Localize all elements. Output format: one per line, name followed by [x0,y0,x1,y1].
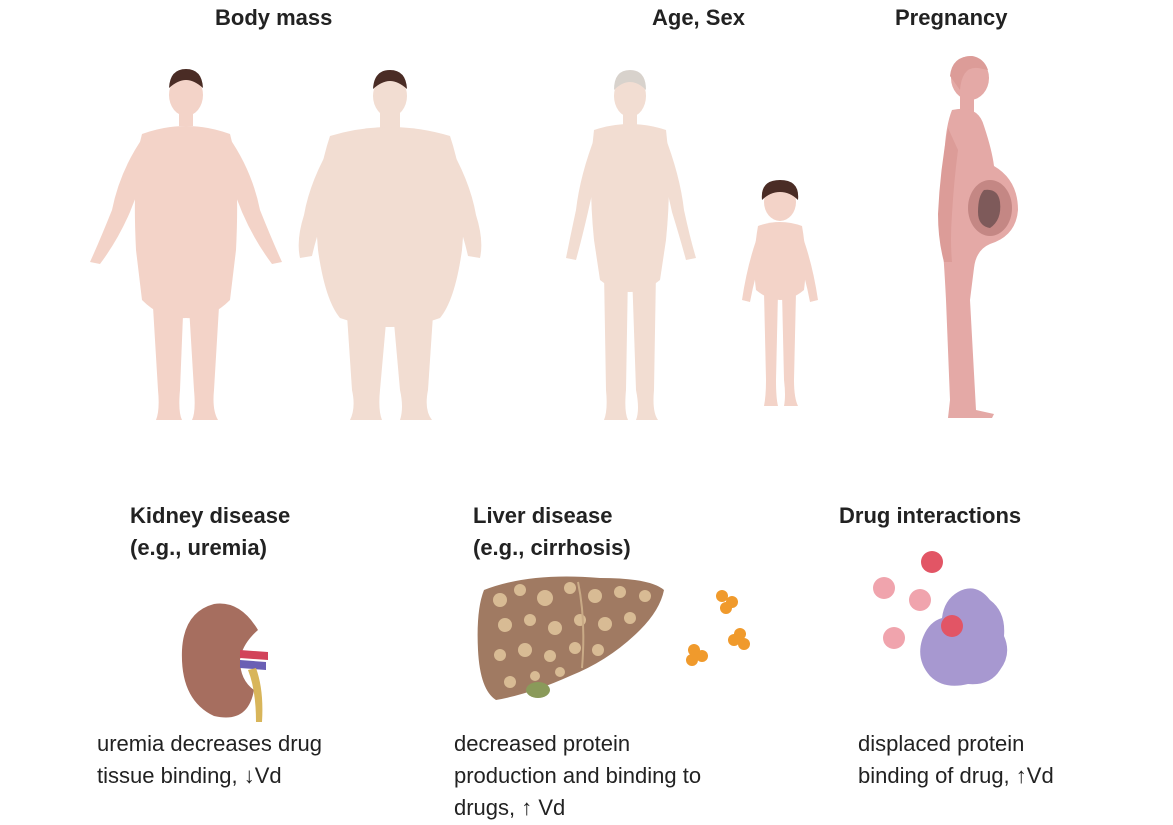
label-body-mass: Body mass [215,5,333,30]
slim-adult-figure [90,69,282,420]
label-kidney-line2: (e.g., uremia) [130,535,267,560]
drug-molecules [686,590,750,666]
label-drug-interactions: Drug interactions [839,500,1021,532]
effect-drug-line1: displaced protein [858,731,1025,756]
effect-liver: decreased protein production and binding… [454,728,701,824]
effect-drug-line2: binding of drug, ↑Vd [858,763,1054,788]
label-age-sex: Age, Sex [652,5,745,30]
label-kidney-line1: Kidney disease [130,503,291,528]
liver-illustration [477,576,664,700]
pregnant-figure [938,56,1018,418]
label-liver-disease: Liver disease (e.g., cirrhosis) [473,500,631,564]
label-liver-line2: (e.g., cirrhosis) [473,535,631,560]
effect-drug: displaced protein binding of drug, ↑Vd [858,728,1054,792]
protein-binding-illustration [873,551,1008,686]
kidney-illustration [181,603,268,722]
effect-liver-line2: production and binding to [454,763,702,788]
elderly-adult-figure [566,70,696,420]
label-liver-line1: Liver disease [473,503,613,528]
label-drug-line1: Drug interactions [839,503,1022,528]
effect-liver-line1: decreased protein [454,731,631,756]
effect-kidney: uremia decreases drug tissue binding, ↓V… [97,728,322,792]
effect-kidney-line1: uremia decreases drug [97,731,323,756]
obese-adult-figure [298,70,482,420]
effect-liver-line3: drugs, ↑ Vd [454,795,566,820]
effect-kidney-line2: tissue binding, ↓Vd [97,763,282,788]
label-kidney-disease: Kidney disease (e.g., uremia) [130,500,290,564]
child-figure [742,180,818,406]
label-pregnancy: Pregnancy [895,5,1008,30]
